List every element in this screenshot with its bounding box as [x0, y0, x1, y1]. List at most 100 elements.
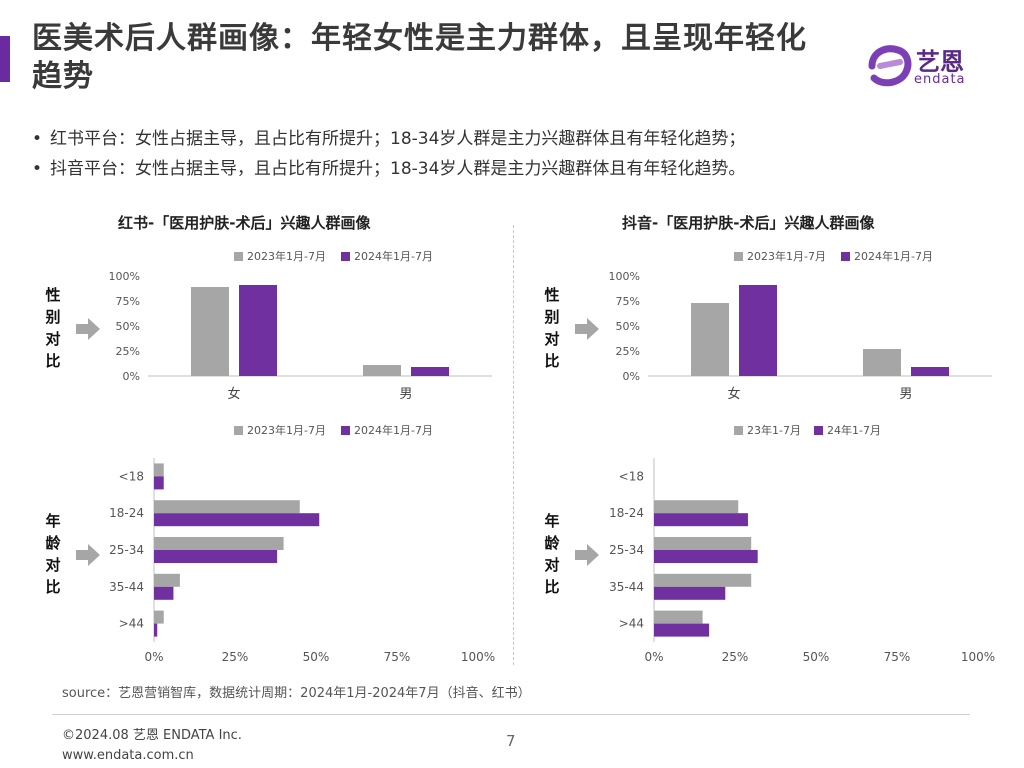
douyin-age-chart: 23年1-7月 24年1-7月 <18 18-24 25-34 35-44 >44 0% 25%…: [609, 423, 995, 664]
x-tick-label: 100%: [461, 650, 495, 664]
y-tick-label: 0%: [123, 370, 140, 383]
legend-swatch: [734, 252, 743, 261]
x-tick-label: 男: [399, 387, 412, 402]
y-tick-label: 0%: [623, 370, 640, 383]
right-panel-title: 抖音-「医用护肤-术后」兴趣人群画像: [622, 214, 875, 232]
y-tick-label: 50%: [116, 320, 140, 333]
bar: [154, 476, 164, 490]
bullet-text: 红书平台：女性占据主导，且占比有所提升；18-34岁人群是主力兴趣群体且有年轻化…: [50, 129, 746, 149]
bar: [739, 285, 777, 376]
y-tick-label: 75%: [616, 295, 640, 308]
legend-label: 2024年1月-7月: [854, 249, 933, 263]
footer-divider: [52, 714, 970, 715]
bar: [654, 573, 752, 587]
bar: [154, 586, 174, 600]
y-tick-label: <18: [619, 469, 644, 483]
age-side-label-left: 年龄对比: [45, 512, 61, 596]
y-tick-label: 25-34: [109, 543, 144, 557]
bar: [691, 303, 729, 376]
y-tick-label: 50%: [616, 320, 640, 333]
arrow-icon: [575, 318, 599, 340]
legend-swatch: [841, 252, 850, 261]
logo-mark-icon: [868, 45, 912, 87]
legend-swatch: [814, 426, 823, 435]
y-tick-label: 100%: [609, 270, 640, 283]
bar: [239, 285, 277, 376]
bar: [863, 349, 901, 376]
legend-swatch: [234, 252, 243, 261]
logo-subtitle: endata: [914, 72, 966, 87]
y-tick-label: 25%: [616, 345, 640, 358]
y-tick-label: 25%: [116, 345, 140, 358]
legend-swatch: [234, 426, 243, 435]
panel-divider: [513, 225, 514, 665]
bar: [154, 623, 158, 637]
source-note: source：艺恩营销智库，数据统计周期：2024年1月-2024年7月（抖音、…: [62, 686, 531, 701]
xhs-gender-chart: 2023年1月-7月 2024年1月-7月 100% 75% 50% 25% 0% 女 男: [109, 249, 492, 402]
bullet-item: • 红书平台：女性占据主导，且占比有所提升；18-34岁人群是主力兴趣群体且有年轻…: [32, 129, 746, 149]
bar: [363, 365, 401, 376]
age-side-label-right: 年龄对比: [544, 512, 560, 596]
legend-label: 2023年1月-7月: [747, 249, 826, 263]
website-text: www.endata.com.cn: [62, 748, 194, 763]
y-tick-label: >44: [619, 617, 644, 631]
x-tick-label: 25%: [222, 650, 249, 664]
copyright-text: ©2024.08 艺恩 ENDATA Inc.: [62, 728, 242, 743]
legend-swatch: [734, 426, 743, 435]
x-tick-label: 75%: [384, 650, 411, 664]
xhs-age-chart: 2023年1月-7月 2024年1月-7月 <18 18-24 25-34 35-44 >4…: [109, 423, 495, 664]
page-title: 医美术后人群画像：年轻女性是主力群体，且呈现年轻化趋势: [32, 21, 807, 94]
bullet-text: 抖音平台：女性占据主导，且占比有所提升；18-34岁人群是主力兴趣群体且有年轻化…: [50, 159, 746, 179]
page-number: 7: [506, 732, 516, 750]
legend-label: 2024年1月-7月: [354, 249, 433, 263]
y-tick-label: <18: [119, 469, 144, 483]
gender-side-label-left: 性别对比: [45, 286, 61, 370]
x-tick-label: 50%: [803, 650, 830, 664]
arrow-icon: [575, 544, 599, 566]
bar: [654, 610, 703, 624]
bar: [654, 537, 752, 550]
x-tick-label: 50%: [303, 650, 330, 664]
bar: [654, 623, 710, 637]
bar: [154, 513, 320, 527]
bar: [154, 610, 164, 624]
endata-logo: 艺恩 endata: [866, 42, 996, 92]
legend-label: 2023年1月-7月: [247, 423, 326, 437]
x-tick-label: 25%: [722, 650, 749, 664]
y-tick-label: 100%: [109, 270, 140, 283]
bullet-item: • 抖音平台：女性占据主导，且占比有所提升；18-34岁人群是主力兴趣群体且有年轻…: [32, 159, 746, 179]
bar: [654, 550, 758, 563]
bar: [654, 586, 726, 600]
legend-label: 2023年1月-7月: [247, 249, 326, 263]
y-tick-label: 75%: [116, 295, 140, 308]
bar: [154, 550, 278, 563]
legend-label: 2024年1月-7月: [354, 423, 433, 437]
bar: [654, 513, 748, 527]
douyin-gender-chart: 2023年1月-7月 2024年1月-7月 100% 75% 50% 25% 0% 女 男: [609, 249, 992, 402]
bar: [191, 287, 229, 376]
y-tick-label: 35-44: [609, 580, 644, 594]
bar: [154, 463, 164, 477]
x-tick-label: 女: [727, 386, 740, 402]
x-tick-label: 男: [899, 387, 912, 402]
x-tick-label: 0%: [644, 650, 663, 664]
gender-side-label-right: 性别对比: [544, 286, 560, 370]
arrow-icon: [76, 318, 100, 340]
legend-swatch: [341, 252, 350, 261]
left-panel-title: 红书-「医用护肤-术后」兴趣人群画像: [118, 214, 371, 232]
bullet-list: • 红书平台：女性占据主导，且占比有所提升；18-34岁人群是主力兴趣群体且有年轻…: [32, 124, 992, 184]
y-tick-label: 18-24: [109, 506, 144, 520]
y-tick-label: 18-24: [609, 506, 644, 520]
x-tick-label: 女: [227, 386, 240, 402]
y-tick-label: 35-44: [109, 580, 144, 594]
bar: [411, 367, 449, 376]
legend-label: 23年1-7月: [747, 423, 801, 437]
bar: [154, 537, 284, 550]
legend-swatch: [341, 426, 350, 435]
bar: [154, 500, 300, 514]
x-tick-label: 100%: [961, 650, 995, 664]
x-tick-label: 0%: [144, 650, 163, 664]
y-tick-label: >44: [119, 617, 144, 631]
bar: [654, 500, 739, 514]
logo-name: 艺恩: [916, 48, 964, 76]
